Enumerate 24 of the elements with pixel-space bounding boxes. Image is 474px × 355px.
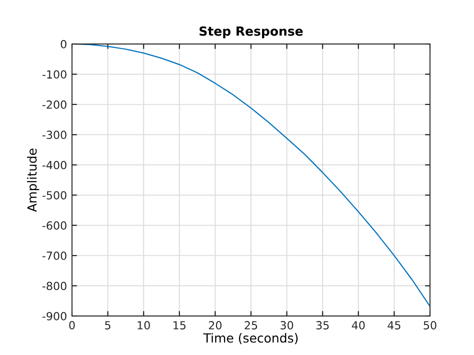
x-axis-title: Time (seconds): [203, 333, 298, 344]
x-tick-label: 0: [69, 321, 75, 330]
y-axis-title: Amplitude: [27, 148, 40, 212]
x-tick-label: 20: [208, 321, 222, 330]
x-tick-label: 30: [280, 321, 294, 330]
x-tick-label: 35: [316, 321, 329, 330]
y-tick-label: 0: [60, 40, 66, 48]
y-tick-label: -400: [42, 160, 66, 170]
x-tick-label: 45: [388, 321, 400, 330]
y-tick-label: -500: [42, 191, 66, 200]
x-tick-label: 5: [105, 321, 110, 330]
x-tick-label: 10: [138, 321, 150, 330]
chart-title: Step Response: [200, 26, 303, 38]
x-tick-label: 40: [352, 321, 365, 330]
y-tick-label: -300: [42, 130, 66, 140]
y-tick-label: -900: [42, 312, 66, 320]
y-tick-label: -700: [42, 252, 66, 260]
x-tick-label: 25: [244, 321, 258, 330]
y-tick-label: -100: [42, 70, 66, 79]
x-tick-label: 15: [174, 321, 186, 330]
x-tick-label: 50: [424, 321, 436, 330]
y-tick-label: -200: [42, 100, 66, 109]
y-tick-label: -600: [42, 221, 66, 230]
y-tick-label: -800: [42, 282, 66, 290]
